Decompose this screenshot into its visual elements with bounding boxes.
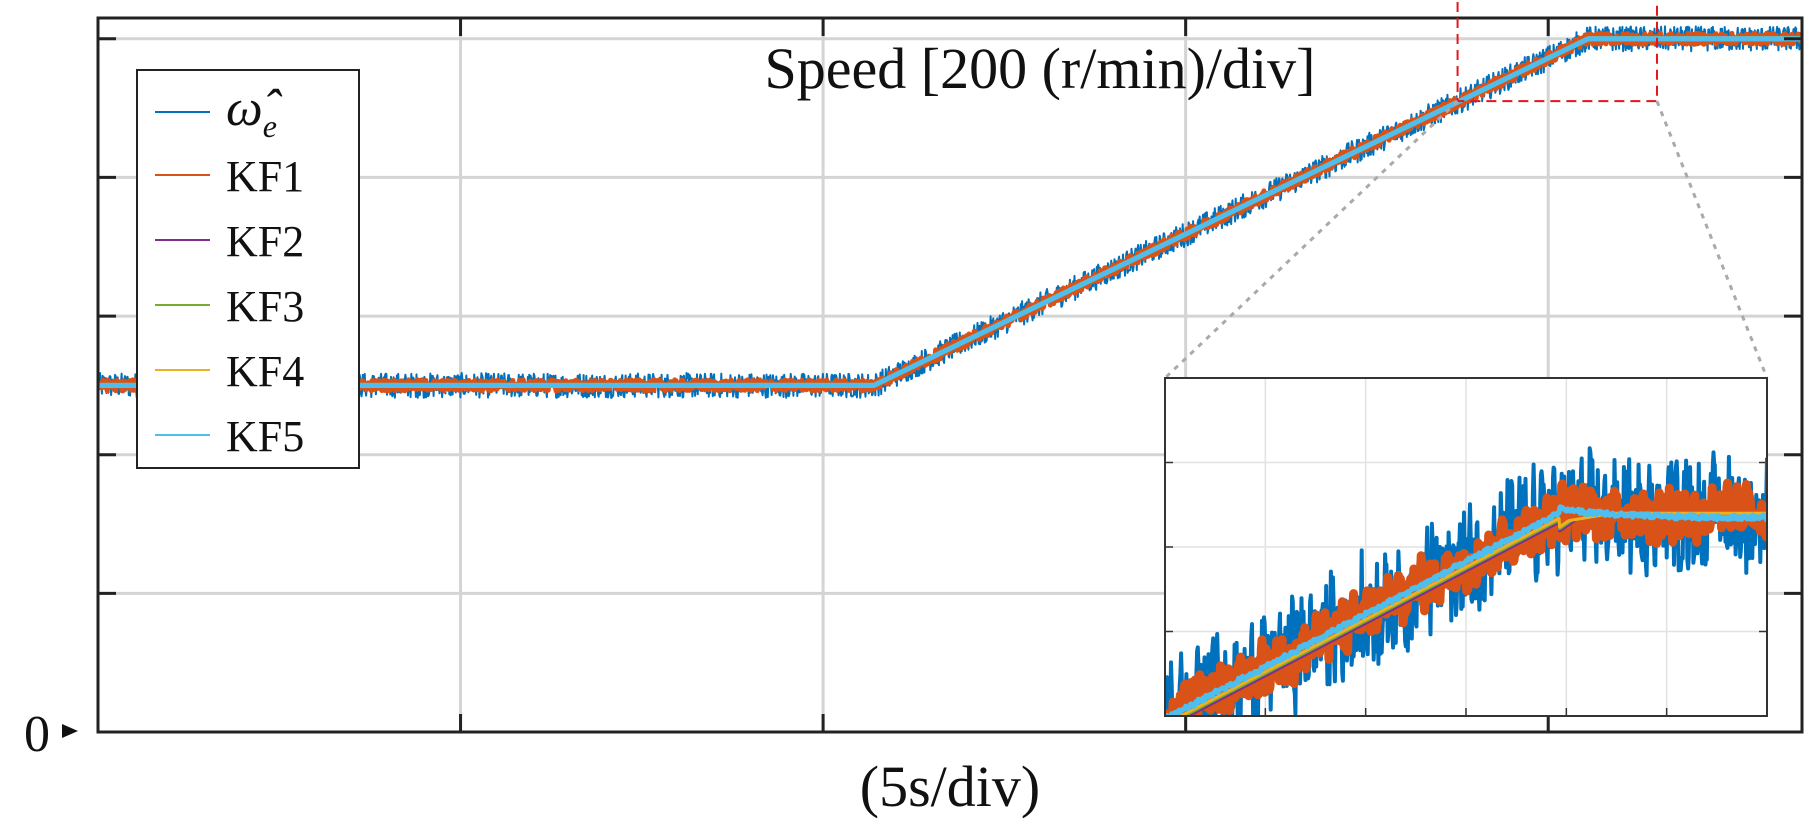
legend-label-kf4: KF4 (226, 347, 304, 396)
legend-label-kf1: KF1 (226, 152, 304, 201)
axis-ticks (98, 18, 1802, 732)
x-axis-label: (5s/div) (860, 754, 1040, 819)
inset-series-traces (1165, 446, 1767, 716)
chart-title: Speed [200 (r/min)/div] (765, 36, 1316, 101)
zoom-region-box (1456, 0, 1658, 103)
zero-marker-arrow (62, 724, 78, 738)
inset-series-line-5 (1165, 504, 1767, 716)
series-line-5 (98, 36, 1802, 388)
zoom-inset (1164, 377, 1768, 717)
legend-entry-kf3: KF3 (155, 282, 304, 331)
legend: ω̂e KF1 KF2 KF3 KF4 KF5 (136, 69, 360, 469)
legend-box (136, 69, 360, 469)
legend-label-omega-sub: e (263, 108, 277, 144)
legend-entry-kf5: KF5 (155, 412, 304, 461)
legend-entry-kf4: KF4 (155, 347, 304, 396)
plot-frame (96, 16, 1804, 734)
legend-label-kf3: KF3 (226, 282, 304, 331)
legend-label-kf5: KF5 (226, 412, 304, 461)
series-traces (98, 25, 1802, 399)
legend-entry-kf2: KF2 (155, 217, 304, 266)
inset-series-line-1 (1165, 478, 1767, 716)
legend-entry-kf1: KF1 (155, 152, 304, 201)
inset-frame (1164, 377, 1768, 717)
legend-label-kf2: KF2 (226, 217, 304, 266)
zoom-connector-left (1163, 100, 1459, 380)
zero-marker-label: 0 (24, 706, 50, 763)
